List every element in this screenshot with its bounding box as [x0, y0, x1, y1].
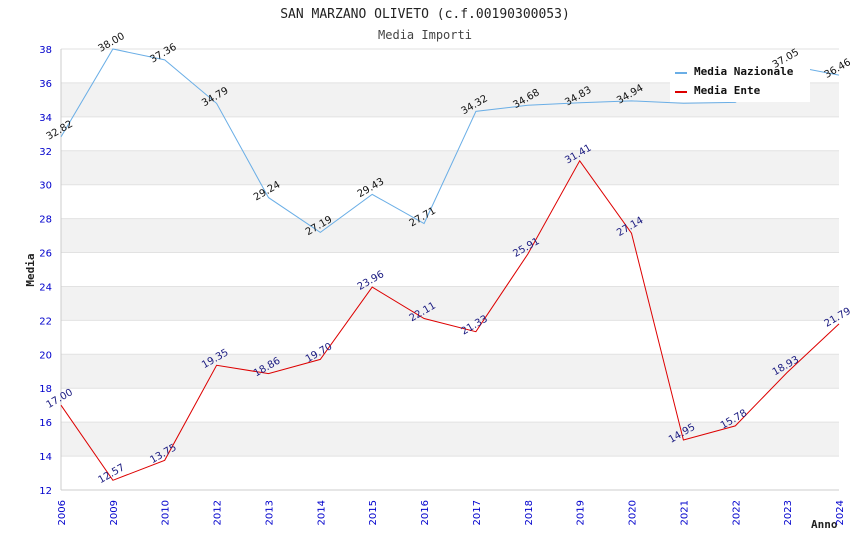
- grid-band: [61, 116, 839, 151]
- axes: [60, 49, 839, 491]
- x-tick-label: 2006: [57, 500, 68, 525]
- grid-band: [61, 286, 839, 321]
- x-tick-label: 2012: [213, 500, 224, 525]
- series-line-media-ente: [60, 159, 840, 481]
- x-tick-label: 2013: [264, 500, 275, 525]
- legend-label-media-nazionale: Media Nazionale: [694, 65, 794, 78]
- y-axis-label: Media: [24, 253, 37, 286]
- y-tick-label: 18: [39, 384, 52, 395]
- x-tick-label: 2010: [161, 500, 172, 525]
- x-axis-label: Anno: [811, 518, 838, 531]
- x-tick-label: 2020: [628, 500, 639, 525]
- y-tick-label: 24: [39, 282, 52, 293]
- grid-band: [61, 320, 839, 355]
- grid-band: [61, 218, 839, 253]
- y-tick-label: 20: [39, 350, 52, 361]
- chart-title: SAN MARZANO OLIVETO (c.f.00190300053): [280, 7, 570, 22]
- y-tick-label: 16: [39, 418, 52, 429]
- x-tick-label: 2018: [524, 500, 535, 525]
- x-tick-label: 2023: [783, 500, 794, 525]
- series-line-media-nazionale: [60, 48, 840, 234]
- y-tick-label: 36: [39, 79, 52, 90]
- grid-band: [61, 388, 839, 423]
- y-tick-label: 32: [39, 147, 52, 158]
- x-tick-label: 2024: [835, 500, 846, 525]
- y-tick-label: 38: [39, 45, 52, 56]
- x-tick-label: 2009: [109, 500, 120, 525]
- legend: Media Nazionale Media Ente: [670, 58, 810, 102]
- y-tick-label: 12: [39, 486, 52, 497]
- x-tick-label: 2021: [679, 500, 690, 525]
- grid-band: [61, 184, 839, 219]
- grid-band: [61, 252, 839, 287]
- chart-subtitle: Media Importi: [378, 28, 472, 42]
- y-tick-label: 28: [39, 215, 52, 226]
- y-tick-label: 30: [39, 181, 52, 192]
- x-tick-labels: 2006 2009 2010 2012 2013 2014 2015 2016 2017 2018…: [57, 500, 846, 525]
- x-tick-label: 2022: [731, 500, 742, 525]
- y-tick-labels: 12 14 16 18 20 22 24 26 28 30 32 34 36 38: [39, 45, 52, 497]
- series-lines: [60, 48, 840, 481]
- y-tick-label: 34: [39, 113, 52, 124]
- x-tick-label: 2017: [472, 500, 483, 525]
- x-tick-label: 2014: [316, 500, 327, 525]
- y-tick-label: 22: [39, 316, 52, 327]
- grid-band: [61, 422, 839, 457]
- legend-label-media-ente: Media Ente: [694, 84, 761, 97]
- y-tick-label: 14: [39, 452, 52, 463]
- y-tick-label: 26: [39, 249, 52, 260]
- grid-band: [61, 354, 839, 389]
- x-tick-label: 2015: [368, 500, 379, 525]
- x-tick-label: 2019: [576, 500, 587, 525]
- x-tick-label: 2016: [420, 500, 431, 525]
- grid-band: [61, 456, 839, 490]
- legend-background: [670, 58, 810, 102]
